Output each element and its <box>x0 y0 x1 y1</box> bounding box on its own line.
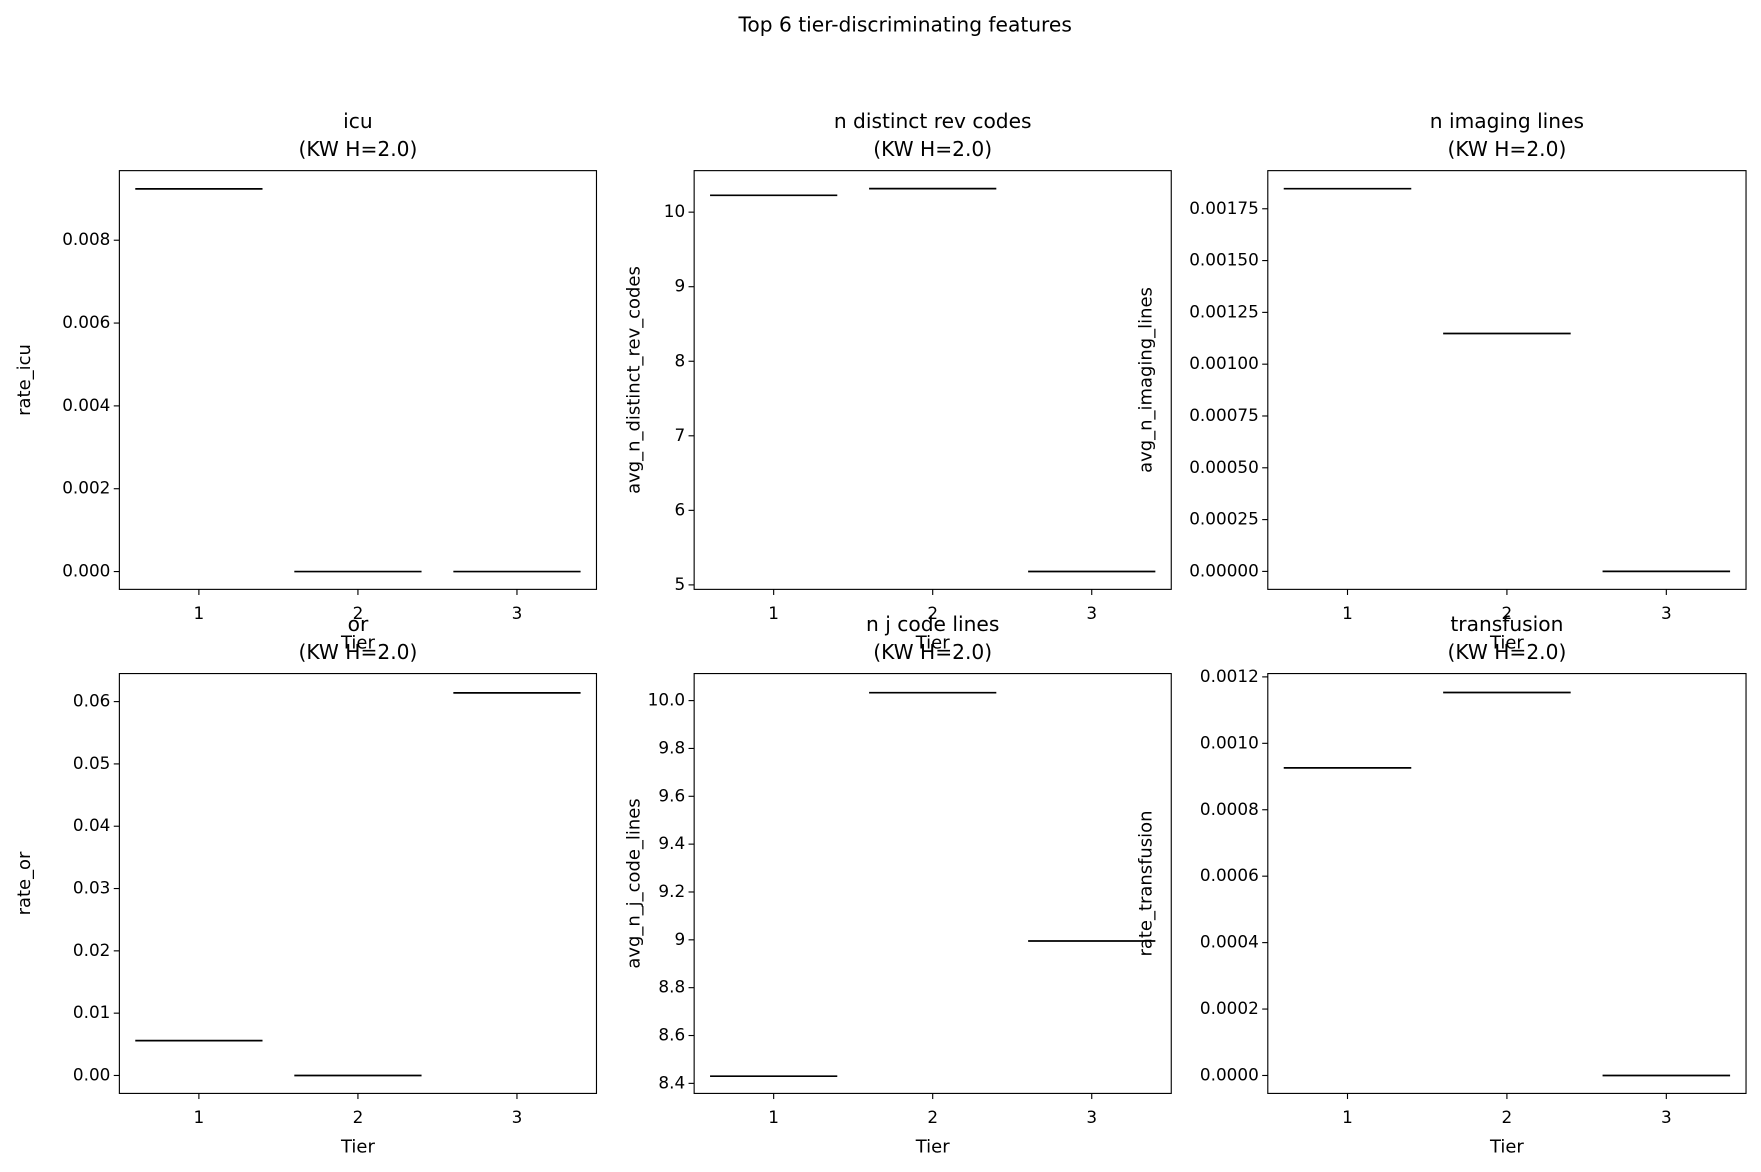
x-tick-label: 2 <box>353 1107 364 1127</box>
y-tick-label: 0.0000 <box>1200 1064 1259 1084</box>
x-axis-label: Tier <box>915 632 950 653</box>
x-axis-label: Tier <box>1489 632 1524 653</box>
x-tick-label: 1 <box>768 1107 779 1127</box>
y-tick-label: 0.00 <box>73 1064 110 1084</box>
y-tick-label: 9.2 <box>658 881 685 901</box>
y-tick-label: 7 <box>674 425 685 445</box>
y-axis-label: avg_n_distinct_rev_codes <box>624 266 645 494</box>
subplot-subtitle: (KW H=2.0) <box>298 640 417 664</box>
y-tick-label: 0.00150 <box>1189 250 1259 270</box>
axes-frame <box>693 673 1172 1094</box>
subplot-title: n imaging lines <box>1430 109 1584 133</box>
y-tick-label: 0.01 <box>73 1002 110 1022</box>
subplot-subtitle: (KW H=2.0) <box>1447 640 1566 664</box>
y-tick-label: 0.05 <box>73 753 110 773</box>
x-axis-label: Tier <box>340 1136 375 1157</box>
y-tick-label: 8.8 <box>658 977 685 997</box>
x-tick-label: 1 <box>194 603 205 623</box>
axes-frame <box>118 170 598 590</box>
axes-frame <box>118 673 598 1094</box>
y-tick-label: 0.000 <box>62 561 110 581</box>
x-tick-label: 3 <box>512 603 523 623</box>
y-tick-label: 0.00175 <box>1189 198 1259 218</box>
x-tick-label: 2 <box>353 603 364 623</box>
axes-frame <box>1267 170 1747 590</box>
y-tick-label: 0.0012 <box>1200 666 1259 686</box>
y-tick-label: 0.002 <box>62 478 110 498</box>
y-tick-label: 5 <box>674 574 685 594</box>
x-axis-label: Tier <box>340 632 375 653</box>
x-tick-label: 2 <box>927 603 938 623</box>
axes-frame <box>693 170 1172 590</box>
y-tick-label: 9.4 <box>658 833 685 853</box>
y-tick-label: 0.06 <box>73 691 110 711</box>
y-tick-label: 0.0004 <box>1200 932 1259 952</box>
subplot-title: n j code lines <box>866 612 999 636</box>
subplot-subtitle: (KW H=2.0) <box>1447 137 1566 161</box>
subplot-subtitle: (KW H=2.0) <box>873 137 992 161</box>
y-tick-label: 10.0 <box>648 690 685 710</box>
x-axis-label: Tier <box>915 1136 950 1157</box>
y-tick-label: 0.004 <box>62 395 110 415</box>
y-tick-label: 8.6 <box>658 1025 685 1045</box>
y-tick-label: 0.0006 <box>1200 865 1259 885</box>
y-tick-label: 0.00075 <box>1189 405 1259 425</box>
y-axis-label: rate_transfusion <box>1136 810 1157 956</box>
y-tick-label: 6 <box>674 499 685 519</box>
y-tick-label: 9.6 <box>658 785 685 805</box>
x-tick-label: 2 <box>1502 603 1513 623</box>
y-tick-label: 10 <box>664 201 685 221</box>
y-axis-label: avg_n_j_code_lines <box>624 798 645 968</box>
y-tick-label: 0.00100 <box>1189 353 1259 373</box>
figure-title: Top 6 tier-discriminating features <box>738 12 1072 36</box>
subplot-title: transfusion <box>1450 612 1563 636</box>
y-tick-label: 0.006 <box>62 312 110 332</box>
x-axis-label: Tier <box>1489 1136 1524 1157</box>
x-tick-label: 3 <box>1661 1107 1672 1127</box>
y-tick-label: 0.00025 <box>1189 509 1259 529</box>
y-axis-label: rate_icu <box>14 344 35 416</box>
y-tick-label: 0.02 <box>73 940 110 960</box>
subplot-title: or <box>348 612 369 636</box>
x-tick-label: 1 <box>768 603 779 623</box>
x-tick-label: 1 <box>1342 603 1353 623</box>
x-tick-label: 1 <box>194 1107 205 1127</box>
y-tick-label: 0.008 <box>62 229 110 249</box>
subplot-title: n distinct rev codes <box>834 109 1032 133</box>
y-tick-label: 8 <box>674 350 685 370</box>
subplot-subtitle: (KW H=2.0) <box>873 640 992 664</box>
y-axis-label: avg_n_imaging_lines <box>1136 287 1157 473</box>
y-tick-label: 9 <box>674 276 685 296</box>
y-tick-label: 8.4 <box>658 1072 685 1092</box>
subplot-title: icu <box>343 109 373 133</box>
y-tick-label: 0.00125 <box>1189 301 1259 321</box>
x-tick-label: 2 <box>1502 1107 1513 1127</box>
y-tick-label: 0.04 <box>73 815 110 835</box>
x-tick-label: 3 <box>1086 1107 1097 1127</box>
x-tick-label: 2 <box>927 1107 938 1127</box>
x-tick-label: 3 <box>1086 603 1097 623</box>
y-tick-label: 9.8 <box>658 737 685 757</box>
x-tick-label: 1 <box>1342 1107 1353 1127</box>
y-axis-label: rate_or <box>14 851 35 915</box>
y-tick-label: 0.00000 <box>1189 560 1259 580</box>
x-tick-label: 3 <box>1661 603 1672 623</box>
y-tick-label: 0.00050 <box>1189 457 1259 477</box>
y-tick-label: 0.0008 <box>1200 799 1259 819</box>
y-tick-label: 0.0010 <box>1200 732 1259 752</box>
x-tick-label: 3 <box>512 1107 523 1127</box>
axes-frame <box>1267 673 1747 1094</box>
y-tick-label: 9 <box>674 929 685 949</box>
subplot-subtitle: (KW H=2.0) <box>298 137 417 161</box>
y-tick-label: 0.03 <box>73 878 110 898</box>
y-tick-label: 0.0002 <box>1200 998 1259 1018</box>
